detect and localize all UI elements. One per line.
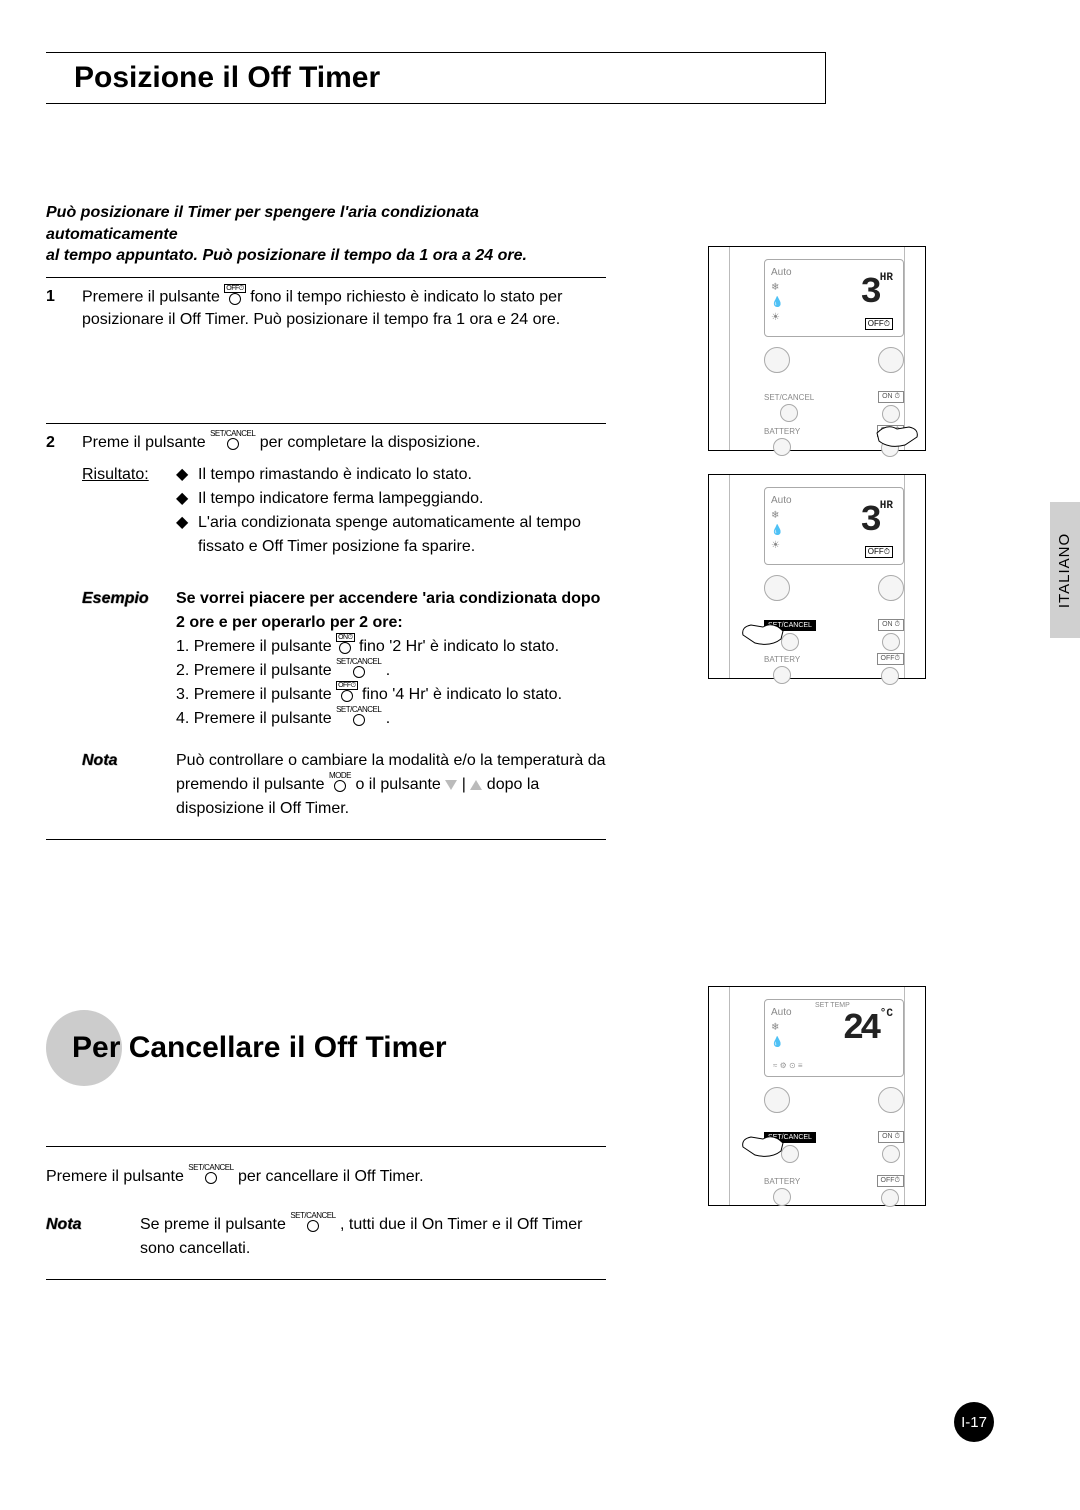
temp-display: 24°C	[843, 1008, 893, 1049]
set-cancel-icon: SET/CANCEL	[336, 658, 381, 680]
off-label: OFF⏱	[877, 1175, 904, 1187]
language-tab: ITALIANO	[1050, 502, 1080, 638]
off-label: OFF⏱	[877, 653, 904, 665]
page-number: I-17	[954, 1402, 994, 1442]
nota-block-2: Nota Se preme il pulsante SET/CANCEL , t…	[46, 1213, 606, 1261]
off-timer-icon: OFF⏱	[336, 681, 357, 704]
example-heading: Se vorrei piacere per accendere 'aria co…	[176, 587, 606, 635]
set-cancel-icon: SET/CANCEL	[336, 706, 381, 728]
intro-line1: Può posizionare il Timer per spengere l'…	[46, 204, 479, 243]
remote-button	[764, 575, 790, 601]
remote-screen: Auto ❄ 💧 ☀ 3HR OFF⏱	[764, 259, 904, 337]
section2-title: Per Cancellare il Off Timer	[72, 1031, 447, 1065]
set-cancel-icon: SET/CANCEL	[210, 430, 255, 452]
example-item-0: 1. Premere il pulsante ON⏱ fino '2 Hr' è…	[176, 635, 606, 659]
timer-display: 3HR	[860, 500, 893, 541]
nota-body: Può controllare o cambiare la modalità e…	[176, 749, 606, 821]
mode-icons: Auto ❄ 💧 ☀	[771, 266, 792, 326]
remote-button	[881, 667, 899, 685]
divider	[46, 1146, 606, 1147]
divider	[46, 423, 606, 424]
bullet-2: L'aria condizionata spenge automaticamen…	[198, 511, 606, 559]
section1-title: Posizione il Off Timer	[46, 52, 826, 104]
remote-illustration-3: Auto ❄ 💧 SET TEMP 24°C ≈ ⚙ ⊙ ≡ SET/CANCE…	[708, 986, 926, 1206]
example-body: Se vorrei piacere per accendere 'aria co…	[176, 587, 606, 731]
remote-button	[764, 1087, 790, 1113]
remote-button	[878, 575, 904, 601]
step-1-body: Premere il pulsante OFF⏱ fono il tempo r…	[82, 286, 606, 332]
triangle-up-icon	[470, 780, 482, 790]
example-item-3: 4. Premere il pulsante SET/CANCEL .	[176, 707, 606, 731]
timer-display: 3HR	[860, 272, 893, 313]
finger-pointer-icon	[875, 415, 921, 449]
section1-content: Può posizionare il Timer per spengere l'…	[46, 202, 606, 840]
intro-line2: al tempo appuntato. Può posizionare il t…	[46, 247, 527, 264]
remote-button	[764, 347, 790, 373]
remote-illustration-2: Auto ❄ 💧 ☀ 3HR OFF⏱ SET/CANCEL	[708, 474, 926, 679]
remote-button	[881, 1189, 899, 1207]
set-cancel-icon: SET/CANCEL	[290, 1212, 335, 1234]
remote-button	[878, 1087, 904, 1113]
remote-button	[773, 438, 791, 456]
finger-pointer-icon	[739, 613, 785, 647]
mode-icons: Auto ❄ 💧 ☀	[771, 494, 792, 554]
result-block: Risultato: ◆Il tempo rimastando è indica…	[82, 463, 606, 559]
bullet-0: Il tempo rimastando è indicato lo stato.	[198, 463, 472, 487]
bullet-1: Il tempo indicatore ferma lampeggiando.	[198, 487, 484, 511]
mode-icons: Auto ❄ 💧	[771, 1006, 792, 1051]
battery-label: BATTERY	[764, 655, 800, 664]
remote-button	[878, 347, 904, 373]
nota-block-1: Nota Può controllare o cambiare la modal…	[82, 749, 606, 821]
nota-label: Nota	[82, 749, 176, 821]
remote-button	[773, 1188, 791, 1206]
cancel-step: Premere il pulsante SET/CANCEL per cance…	[46, 1165, 606, 1189]
off-indicator: OFF⏱	[865, 318, 893, 330]
remote-button	[882, 633, 900, 651]
step1-pre: Premere il pulsante	[82, 289, 224, 306]
remote-screen: Auto ❄ 💧 ☀ 3HR OFF⏱	[764, 487, 904, 565]
triangle-down-icon	[445, 780, 457, 790]
example-label: Esempio	[82, 587, 176, 731]
off-timer-icon: OFF⏱	[224, 284, 245, 307]
step-2-num: 2	[46, 432, 82, 455]
on-label: ON ⏱	[878, 391, 904, 403]
remote-button	[882, 1145, 900, 1163]
remote-illustration-1: Auto ❄ 💧 ☀ 3HR OFF⏱ SET/CANCEL	[708, 246, 926, 451]
result-label: Risultato:	[82, 463, 176, 559]
step-2-body: Preme il pulsante SET/CANCEL per complet…	[82, 432, 606, 455]
step-2: 2 Preme il pulsante SET/CANCEL per compl…	[46, 432, 606, 455]
section2-content: Premere il pulsante SET/CANCEL per cance…	[46, 1146, 606, 1280]
remote-screen: Auto ❄ 💧 SET TEMP 24°C ≈ ⚙ ⊙ ≡	[764, 999, 904, 1077]
example-block: Esempio Se vorrei piacere per accendere …	[82, 587, 606, 731]
mode-icon: MODE	[329, 772, 351, 794]
on-label: ON ⏱	[878, 619, 904, 631]
on-label: ON ⏱	[878, 1131, 904, 1143]
battery-label: BATTERY	[764, 1177, 800, 1186]
result-bullets: ◆Il tempo rimastando è indicato lo stato…	[176, 463, 606, 559]
step2-pre: Preme il pulsante	[82, 435, 210, 452]
divider	[46, 839, 606, 840]
off-indicator: OFF⏱	[865, 546, 893, 558]
remote-button	[780, 404, 798, 422]
example-item-2: 3. Premere il pulsante OFF⏱ fino '4 Hr' …	[176, 683, 606, 707]
remote-button	[773, 666, 791, 684]
example-item-1: 2. Premere il pulsante SET/CANCEL .	[176, 659, 606, 683]
nota-label: Nota	[46, 1213, 140, 1261]
step-1: 1 Premere il pulsante OFF⏱ fono il tempo…	[46, 286, 606, 332]
on-timer-icon: ON⏱	[336, 633, 354, 656]
battery-label: BATTERY	[764, 427, 800, 436]
divider	[46, 277, 606, 278]
step2-post: per completare la disposizione.	[260, 435, 481, 452]
language-tab-label: ITALIANO	[1057, 532, 1074, 607]
set-cancel-label: SET/CANCEL	[764, 393, 814, 402]
manual-page: Posizione il Off Timer Può posizionare i…	[46, 52, 1034, 1472]
step-1-num: 1	[46, 286, 82, 332]
divider	[46, 1279, 606, 1280]
set-cancel-icon: SET/CANCEL	[188, 1164, 233, 1186]
extra-indicators: ≈ ⚙ ⊙ ≡	[773, 1061, 803, 1070]
finger-pointer-icon	[739, 1125, 785, 1159]
nota-body: Se preme il pulsante SET/CANCEL , tutti …	[140, 1213, 606, 1261]
intro-text: Può posizionare il Timer per spengere l'…	[46, 202, 606, 267]
